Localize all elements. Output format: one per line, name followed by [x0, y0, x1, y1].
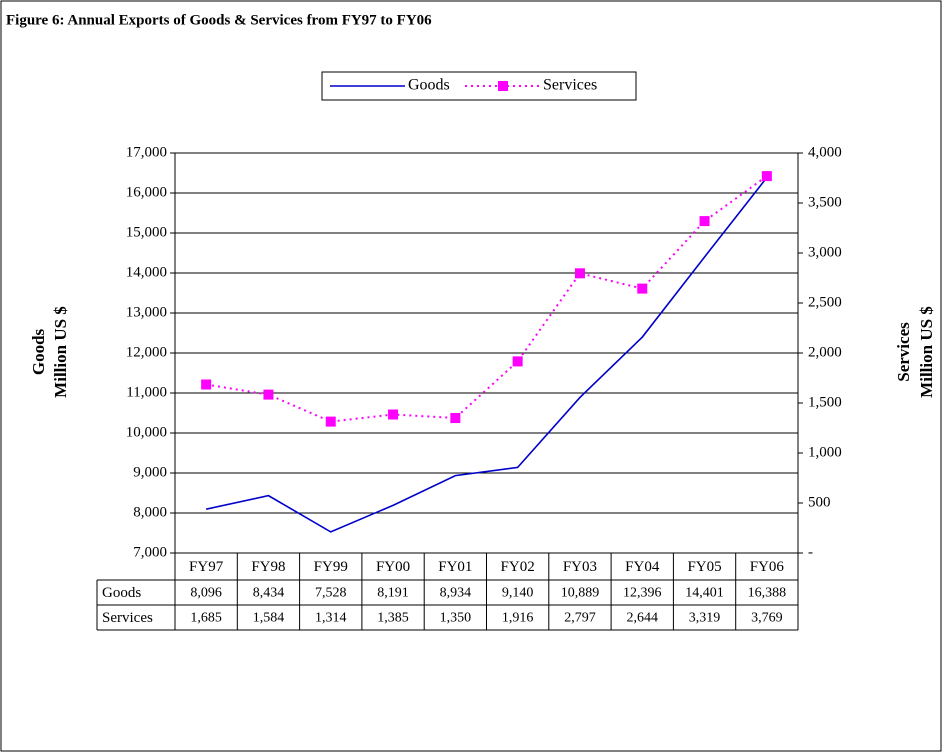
y2-tick-label: 2,500: [808, 294, 842, 310]
y-tick-label: 11,000: [126, 384, 167, 400]
y-axis-label: Goods: [29, 328, 48, 375]
table-cell: 2,644: [627, 611, 659, 626]
table-cell: 14,401: [685, 586, 724, 601]
y2-tick-label: 4,000: [808, 144, 842, 160]
table-cell: 3,769: [751, 611, 783, 626]
series-marker: [325, 416, 336, 427]
y-tick-label: 15,000: [126, 224, 167, 240]
y-tick-label: 10,000: [126, 424, 167, 440]
y-axis-label: Million US $: [51, 306, 70, 398]
table-cell: 8,434: [253, 586, 285, 601]
series-marker: [512, 356, 523, 367]
y2-tick-label: 1,000: [808, 444, 842, 460]
table-cell: 8,096: [190, 586, 222, 601]
x-tick-label: FY02: [501, 559, 535, 575]
x-tick-label: FY05: [687, 559, 721, 575]
y-tick-label: 7,000: [133, 544, 167, 560]
table-cell: 1,385: [377, 611, 409, 626]
y-tick-label: 13,000: [126, 304, 167, 320]
x-tick-label: FY98: [251, 559, 285, 575]
series-marker: [263, 389, 274, 400]
series-marker: [450, 413, 461, 423]
table-cell: 16,388: [748, 586, 787, 601]
y2-tick-label: 1,500: [808, 394, 842, 410]
x-tick-label: FY00: [376, 559, 410, 575]
y2-axis-label: Million US $: [917, 306, 936, 398]
y-tick-label: 8,000: [133, 504, 167, 520]
legend-marker: [498, 81, 508, 91]
table-cell: 3,319: [689, 611, 721, 626]
y2-tick-label: 2,000: [808, 344, 842, 360]
x-tick-label: FY03: [563, 559, 597, 575]
table-cell: 1,584: [253, 611, 285, 626]
y-tick-label: 17,000: [126, 144, 167, 160]
table-cell: 8,934: [440, 586, 472, 601]
table-cell: 1,916: [502, 611, 534, 626]
table-cell: 10,889: [561, 586, 600, 601]
table-cell: 8,191: [377, 586, 409, 601]
y-tick-label: 12,000: [126, 344, 167, 360]
table-row-label: Services: [102, 610, 153, 626]
series-marker: [761, 171, 772, 182]
series-marker: [388, 409, 399, 420]
legend-label: Services: [543, 77, 597, 94]
y2-tick-label: 3,000: [808, 244, 842, 260]
y2-tick-label: 3,500: [808, 194, 842, 210]
x-tick-label: FY06: [750, 559, 785, 575]
chart-title: Figure 6: Annual Exports of Goods & Serv…: [6, 12, 432, 28]
x-tick-label: FY04: [625, 559, 660, 575]
x-tick-label: FY01: [438, 559, 472, 575]
series-marker: [699, 216, 710, 227]
y-tick-label: 16,000: [126, 184, 167, 200]
x-tick-label: FY97: [189, 559, 224, 575]
table-cell: 2,797: [564, 611, 596, 626]
y-tick-label: 9,000: [133, 464, 167, 480]
series-marker: [201, 379, 212, 390]
series-marker: [637, 283, 648, 294]
legend-label: Goods: [408, 77, 450, 94]
table-cell: 1,685: [190, 611, 222, 626]
y2-axis-label: Services: [894, 322, 913, 382]
series-line: [205, 176, 768, 533]
table-cell: 1,314: [315, 611, 347, 626]
x-tick-label: FY99: [314, 559, 348, 575]
table-cell: 9,140: [502, 586, 534, 601]
table-cell: 7,528: [315, 586, 347, 601]
table-cell: 12,396: [623, 586, 662, 601]
series-marker: [574, 268, 585, 279]
table-cell: 1,350: [440, 611, 472, 626]
y-tick-label: 14,000: [126, 264, 167, 280]
series-line: [205, 175, 768, 423]
y2-tick-label: -: [808, 544, 813, 560]
y2-tick-label: 500: [808, 494, 831, 510]
table-row-label: Goods: [102, 585, 141, 601]
